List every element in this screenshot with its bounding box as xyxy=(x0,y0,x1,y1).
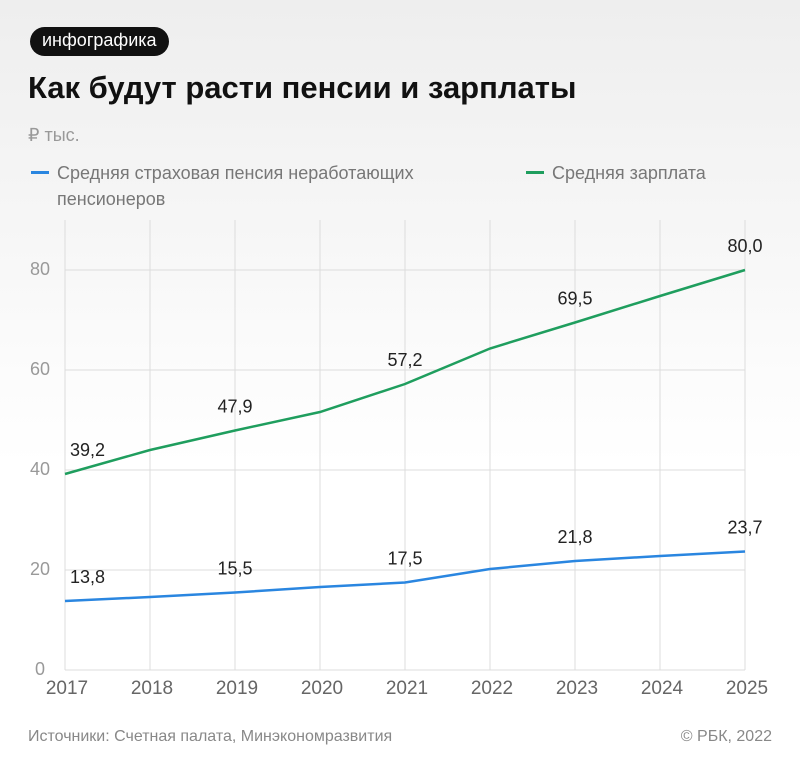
legend-item: Средняя зарплата xyxy=(526,160,792,186)
data-label: 21,8 xyxy=(557,527,592,547)
y-tick-label: 0 xyxy=(35,659,45,679)
y-tick-label: 20 xyxy=(30,559,50,579)
x-tick-label: 2024 xyxy=(641,678,684,699)
legend-swatch xyxy=(31,171,49,174)
source: Источники: Счетная палата, Минэкономразв… xyxy=(28,728,393,745)
data-label: 80,0 xyxy=(727,236,762,256)
data-label: 47,9 xyxy=(217,396,252,416)
x-tick-label: 2021 xyxy=(386,678,428,699)
y-axis-label: ₽ тыс. xyxy=(28,125,80,145)
data-label: 23,7 xyxy=(727,517,762,537)
data-label: 13,8 xyxy=(70,567,105,587)
x-tick-label: 2018 xyxy=(131,678,173,699)
y-tick-label: 60 xyxy=(30,359,50,379)
legend-swatch xyxy=(526,171,544,174)
legend-label: Средняя страховая пенсия неработающих пе… xyxy=(57,163,414,209)
data-label: 15,5 xyxy=(217,558,252,578)
data-label: 39,2 xyxy=(70,440,105,460)
x-tick-label: 2025 xyxy=(726,678,768,699)
series-line xyxy=(64,268,746,476)
y-tick-label: 80 xyxy=(30,259,50,279)
x-tick-label: 2022 xyxy=(471,678,513,699)
chart-title: Как будут расти пенсии и зарплаты xyxy=(28,70,577,105)
x-tick-label: 2020 xyxy=(301,678,343,699)
series-line xyxy=(64,550,746,603)
tag: инфографика xyxy=(30,27,169,56)
legend-item: Средняя страховая пенсия неработающих пе… xyxy=(31,160,497,212)
y-tick-label: 40 xyxy=(30,459,50,479)
legend-label: Средняя зарплата xyxy=(552,163,706,183)
x-tick-label: 2017 xyxy=(46,678,88,699)
x-tick-label: 2023 xyxy=(556,678,598,699)
data-label: 17,5 xyxy=(387,548,422,568)
data-label: 57,2 xyxy=(387,350,422,370)
x-tick-label: 2019 xyxy=(216,678,258,699)
data-label: 69,5 xyxy=(557,288,592,308)
credit: © РБК, 2022 xyxy=(680,728,772,745)
